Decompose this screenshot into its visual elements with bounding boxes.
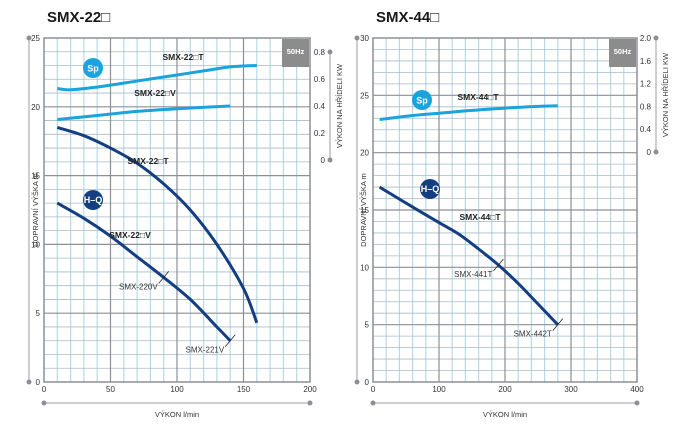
- curve-label: SMX-44□T: [459, 212, 501, 222]
- y-axis-title: DOPRAVNÍ VÝŠKA m: [31, 173, 40, 247]
- x-axis-title: VÝKON l/min: [155, 410, 199, 419]
- x-tick-label: 400: [630, 385, 644, 394]
- sp-badge: [412, 90, 432, 110]
- x-tick-label: 100: [432, 385, 446, 394]
- y2-tick-label: 2.0: [640, 34, 652, 43]
- hq-curve-1: [56, 201, 232, 342]
- frequency-badge: [282, 39, 309, 67]
- y2-tick-label: 0.6: [314, 75, 326, 84]
- x-axis-title: VÝKON l/min: [483, 410, 527, 419]
- y-tick-label: 30: [360, 34, 369, 43]
- sp-badge-label: Sp: [87, 64, 99, 74]
- x-axis-end-dot: [307, 400, 313, 406]
- plot-frame: [43, 37, 311, 383]
- y-tick-label: 0: [36, 378, 41, 387]
- y-tick-label: 25: [31, 34, 40, 43]
- y2-tick-label: 1.2: [640, 80, 652, 89]
- y-axis-end-dot: [354, 35, 360, 41]
- grid: [44, 38, 310, 382]
- x-tick-label: 0: [371, 385, 376, 394]
- y-tick-label: 10: [31, 240, 40, 249]
- x-tick-label: 200: [498, 385, 512, 394]
- curve-label: SMX-22□T: [127, 156, 169, 166]
- x-axis-end-dot: [634, 400, 640, 406]
- y-axis-title: DOPRAVNÍ VÝŠKA m: [359, 173, 368, 247]
- grid: [373, 38, 637, 382]
- y-tick-label: 5: [365, 321, 370, 330]
- y-axis-end-dot: [354, 379, 360, 385]
- frequency-badge: [609, 39, 636, 67]
- y-tick-label: 25: [360, 91, 369, 100]
- y2-tick-label: 0.4: [314, 102, 326, 111]
- y2-tick-label: 0: [647, 148, 652, 157]
- y-axis-end-dot: [26, 35, 32, 41]
- curve-label: SMX-44□T: [457, 92, 499, 102]
- y2-tick-label: 0.4: [640, 125, 652, 134]
- model-label: SMX-441T: [454, 270, 492, 279]
- model-label: SMX-442T: [514, 330, 552, 339]
- y2-tick-label: 0: [321, 156, 326, 165]
- hq-badge: [420, 179, 440, 199]
- model-marker: [158, 271, 170, 284]
- y-tick-label: 20: [31, 103, 40, 112]
- chart-title: SMX-44□: [376, 9, 439, 26]
- chart-2: SMX-44□ 50Hz 0 5 10 15 20 25 30 DOPRAVNÍ VÝŠKA m 0…: [354, 9, 670, 419]
- curve-label: SMX-22□V: [109, 230, 151, 240]
- y2-axis-title: VÝKON NA HŘÍDELI KW: [335, 63, 344, 148]
- chart-1: SMX-22□ 50Hz 0 5 10 15 20 25 DOPRAVNÍ VÝŠKA m 0 50…: [26, 9, 344, 419]
- y2-axis-end-dot: [327, 157, 333, 163]
- x-tick-label: 150: [237, 385, 251, 394]
- model-marker: [224, 334, 236, 347]
- hq-curve-0: [378, 185, 559, 326]
- chart-title: SMX-22□: [47, 9, 110, 26]
- model-marker: [552, 318, 564, 331]
- y2-tick-label: 1.6: [640, 57, 652, 66]
- sp-curve-1: [379, 104, 558, 121]
- frequency-badge-label: 50Hz: [614, 47, 632, 56]
- model-marker: [493, 258, 504, 272]
- model-label: SMX-221V: [186, 346, 225, 355]
- curve-label: SMX-22□V: [134, 88, 176, 98]
- y-tick-label: 15: [31, 172, 40, 181]
- y2-axis-title: VÝKON NA HŘÍDELI KW: [661, 52, 670, 137]
- hq-badge: [83, 190, 103, 210]
- y-axis-end-dot: [26, 379, 32, 385]
- y2-axis-end-dot: [653, 35, 659, 41]
- hq-badge-label: H–Q: [84, 195, 103, 205]
- sp-curve-2: [57, 64, 257, 92]
- y2-axis-end-dot: [653, 149, 659, 155]
- x-tick-label: 300: [564, 385, 578, 394]
- hq-badge-label: H–Q: [421, 184, 440, 194]
- plot-frame: [372, 37, 638, 383]
- y2-axis-end-dot: [327, 49, 333, 55]
- y-tick-label: 20: [360, 149, 369, 158]
- x-axis-end-dot: [370, 400, 376, 406]
- model-label: SMX-220V: [119, 282, 158, 291]
- y2-tick-label: 0.8: [640, 102, 652, 111]
- x-tick-label: 200: [303, 385, 317, 394]
- frequency-badge-label: 50Hz: [287, 47, 305, 56]
- curve-label: SMX-22□T: [162, 52, 204, 62]
- y-tick-label: 15: [360, 206, 369, 215]
- x-tick-label: 0: [42, 385, 47, 394]
- x-axis-end-dot: [41, 400, 47, 406]
- y-tick-label: 10: [360, 263, 369, 272]
- hq-curve-0: [56, 125, 259, 324]
- x-tick-label: 50: [106, 385, 115, 394]
- y2-tick-label: 0.8: [314, 48, 326, 57]
- sp-curve-3: [57, 104, 231, 121]
- x-tick-label: 100: [170, 385, 184, 394]
- sp-badge: [83, 58, 103, 78]
- sp-badge-label: Sp: [416, 96, 428, 106]
- y-tick-label: 0: [365, 378, 370, 387]
- y2-tick-label: 0.2: [314, 129, 326, 138]
- y-tick-label: 5: [36, 309, 41, 318]
